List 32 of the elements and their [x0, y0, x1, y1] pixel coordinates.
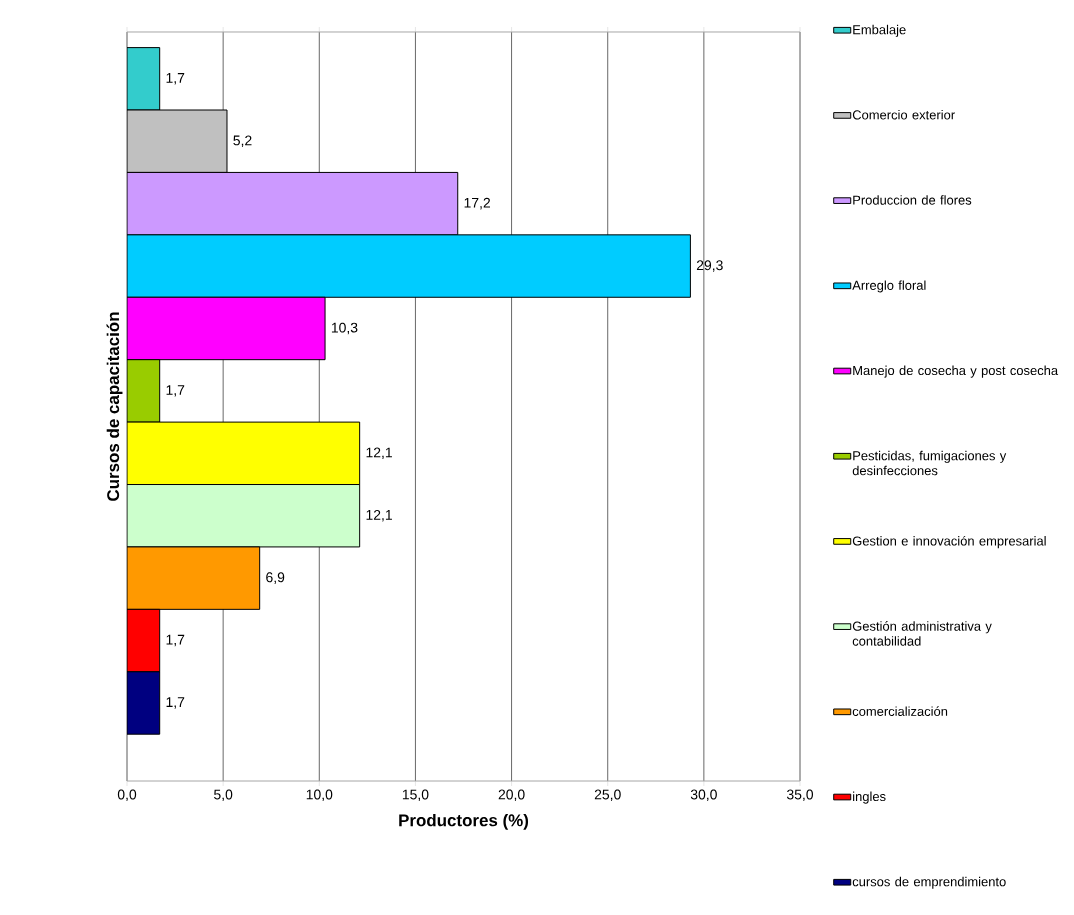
data-label: 1,7 [166, 697, 185, 709]
legend-label: comercialización [852, 706, 948, 716]
x-axis-title: Productores (%) [399, 813, 529, 830]
data-label: 17,2 [464, 197, 490, 210]
legend-label: Manejo de cosecha y post cosecha [853, 365, 1059, 378]
data-label: 5,2 [233, 135, 252, 147]
legend-label: Pesticidas, fumigaciones y desinfecciones [852, 450, 1007, 476]
data-label: 12,1 [366, 509, 392, 522]
data-label: 12,1 [366, 447, 392, 460]
x-tick-label: 30,0 [690, 789, 717, 802]
data-label: 1,7 [166, 385, 185, 397]
data-label: 1,7 [166, 73, 185, 85]
x-tick-label: 25,0 [594, 789, 621, 802]
y-axis-title: Cursos de capacitación [106, 312, 123, 501]
legend-label: Arreglo floral [852, 280, 926, 293]
legend-label: Embalaje [853, 24, 906, 37]
legend-label: Gestion e innovación empresarial [852, 535, 1046, 549]
x-tick-label: 15,0 [402, 789, 429, 802]
x-tick-label: 0,0 [117, 789, 137, 802]
data-label: 6,9 [266, 572, 285, 584]
data-label: 29,3 [696, 260, 723, 272]
legend-label: Gestión administrativa y contabilidad [852, 621, 992, 646]
legend-label: ingles [853, 791, 886, 804]
x-tick-label: 35,0 [786, 789, 814, 802]
legend-label: Produccion de flores [853, 195, 972, 205]
x-tick-label: 10,0 [306, 789, 333, 802]
x-tick-label: 20,0 [498, 789, 525, 802]
legend-label: Comercio exterior [852, 109, 955, 120]
x-tick-label: 5,0 [214, 789, 233, 802]
data-label: 10,3 [331, 322, 358, 335]
data-label: 1,7 [166, 634, 185, 647]
legend-label: cursos de emprendimiento [852, 876, 1006, 889]
